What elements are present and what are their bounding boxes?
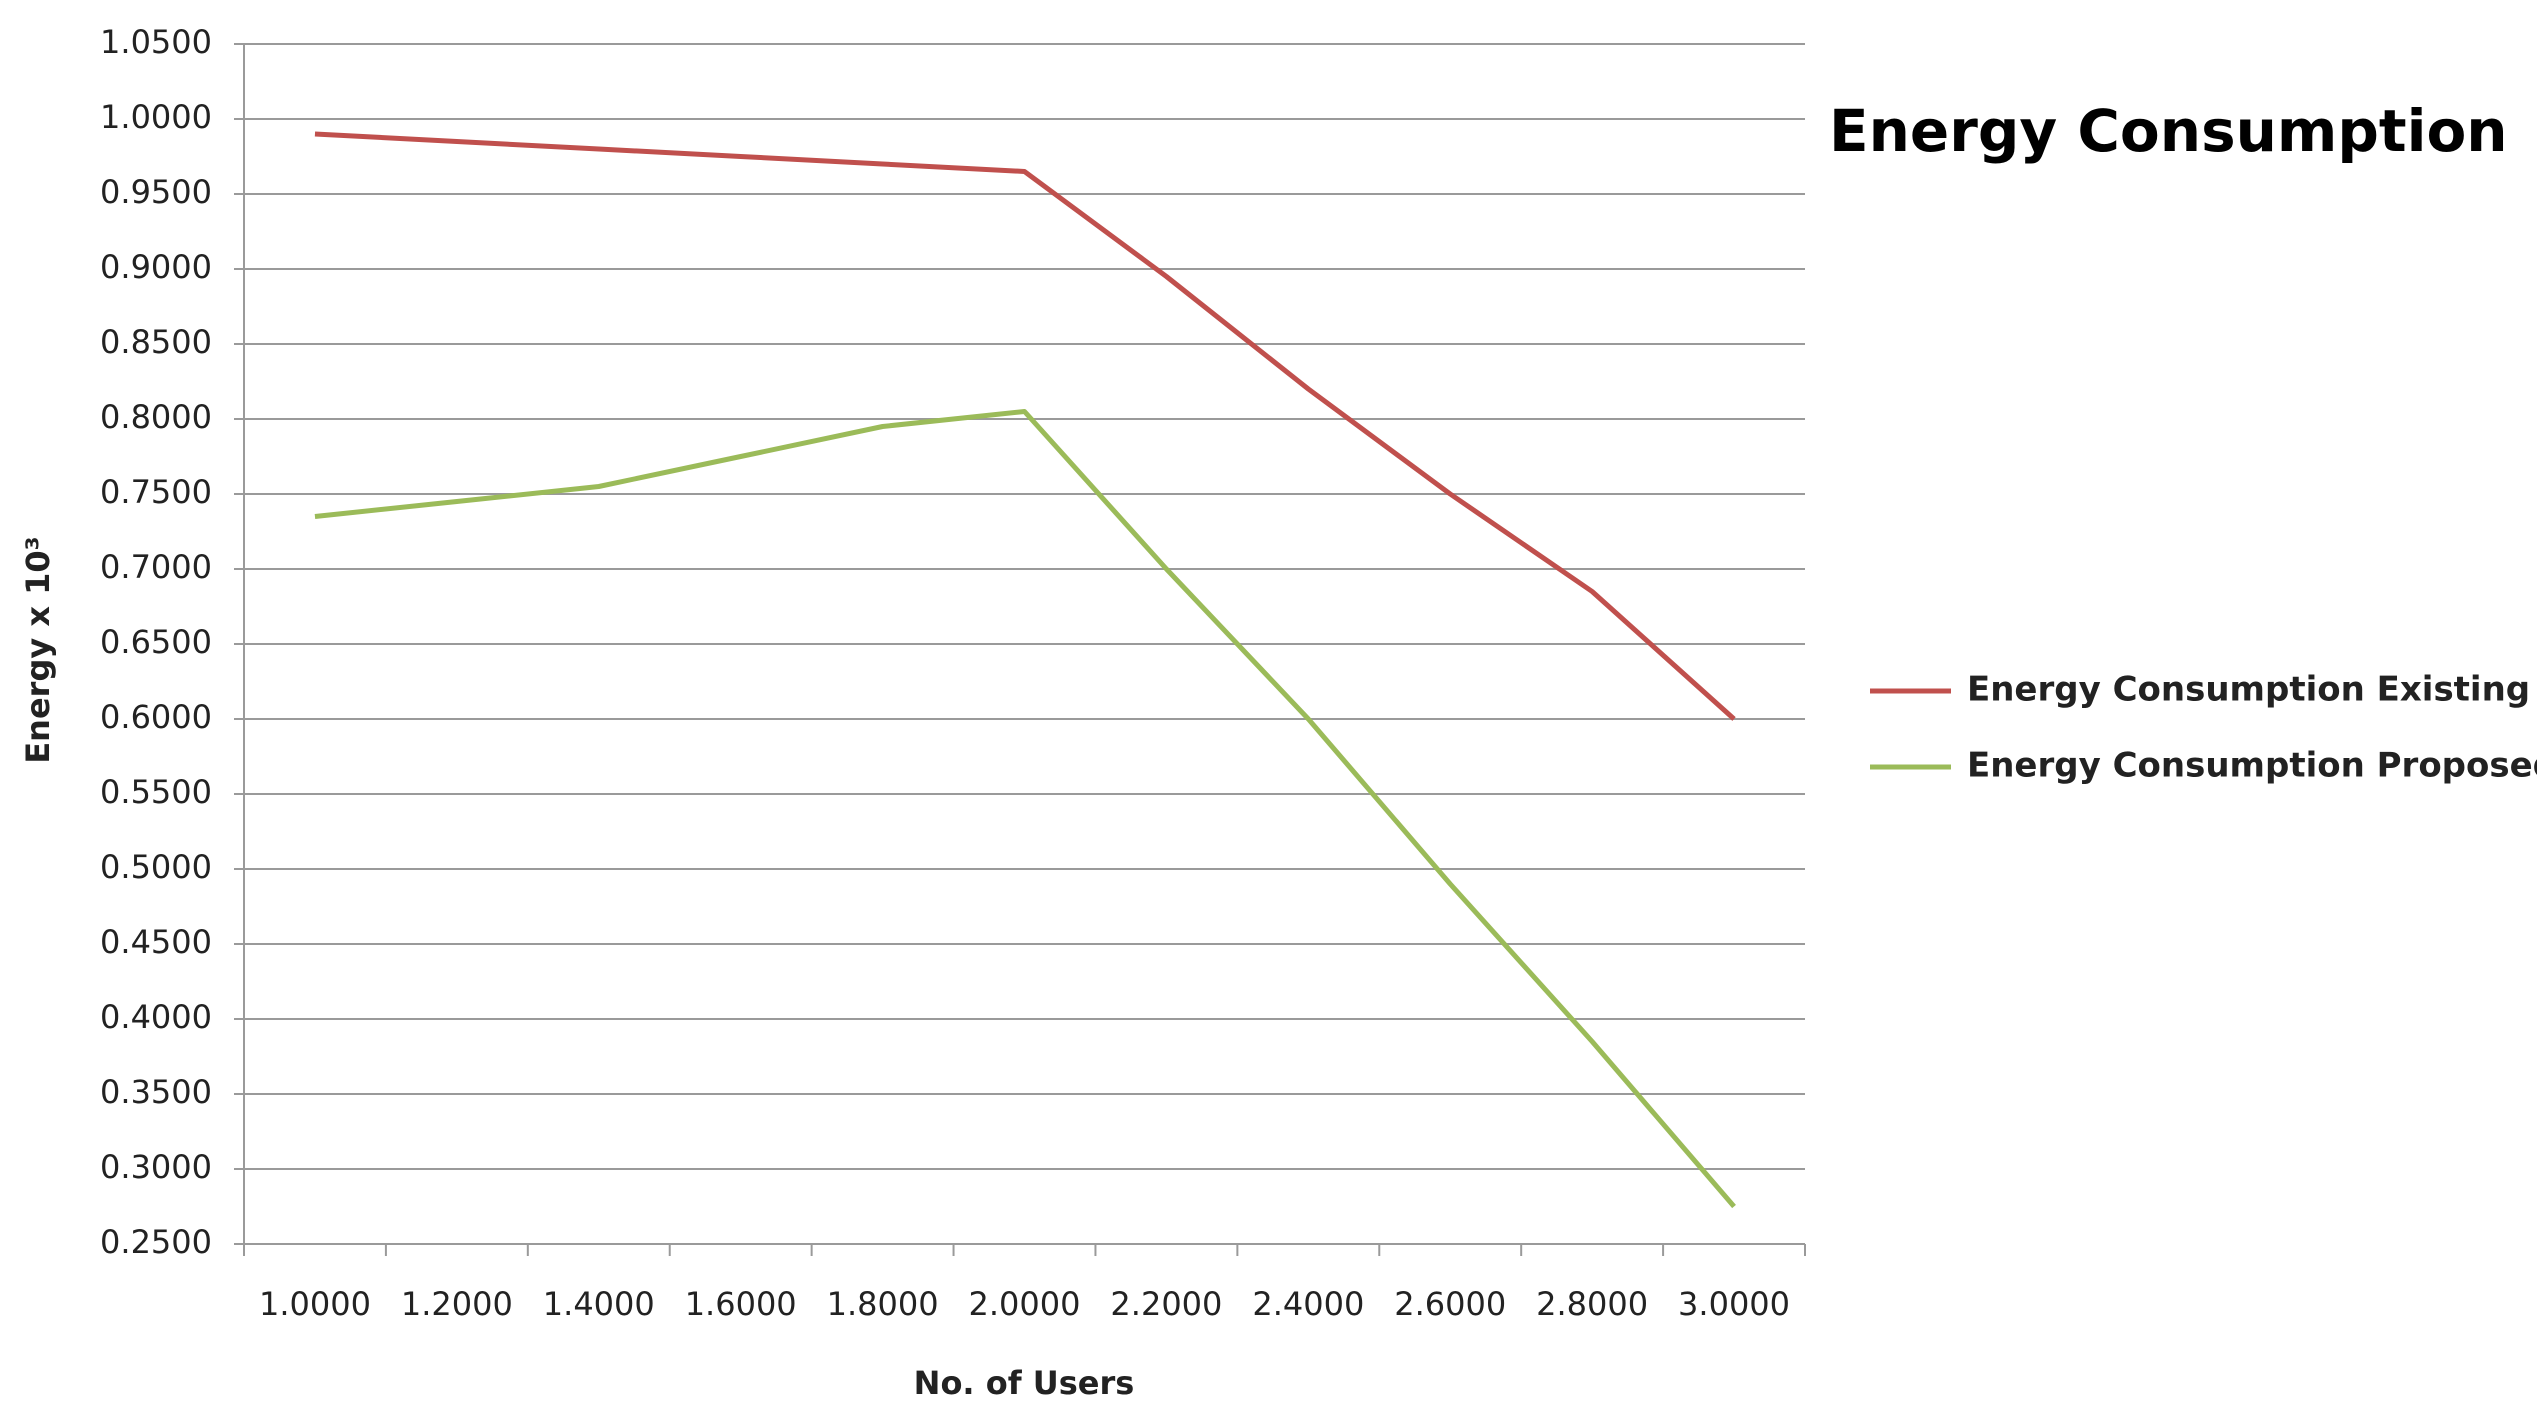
- x-axis-title: No. of Users: [914, 1364, 1135, 1402]
- y-tick-label: 0.7500: [100, 473, 212, 511]
- x-tick-label: 2.0000: [969, 1285, 1081, 1323]
- y-tick-label: 0.6500: [100, 623, 212, 661]
- x-tick-label: 2.8000: [1536, 1285, 1648, 1323]
- y-tick-label: 0.5500: [100, 773, 212, 811]
- x-tick-label: 1.6000: [685, 1285, 797, 1323]
- y-tick-label: 0.9500: [100, 173, 212, 211]
- legend-label: Energy Consumption Proposed: [1967, 746, 2537, 786]
- data-line: [314, 409, 1736, 1209]
- y-tick-label: 0.7000: [100, 548, 212, 586]
- y-tick-label: 0.5000: [100, 848, 212, 886]
- y-tick-label: 0.3500: [100, 1073, 212, 1111]
- y-tick-label: 0.8000: [100, 398, 212, 436]
- y-tick-label: 1.0000: [100, 98, 212, 136]
- y-tick-label: 0.3000: [100, 1148, 212, 1186]
- y-tick-label: 0.8500: [100, 323, 212, 361]
- x-tick-label: 1.0000: [259, 1285, 371, 1323]
- x-tick-label: 3.0000: [1678, 1285, 1790, 1323]
- x-tick-label: 1.2000: [401, 1285, 513, 1323]
- y-axis-title: Energy x 10³: [19, 536, 57, 763]
- y-tick-label: 0.2500: [100, 1223, 212, 1261]
- x-tick-label: 1.8000: [827, 1285, 939, 1323]
- legend-label: Energy Consumption Existing: [1967, 670, 2530, 710]
- data-line: [314, 131, 1736, 721]
- x-tick-label: 2.4000: [1252, 1285, 1364, 1323]
- y-tick-label: 1.0500: [100, 23, 212, 61]
- x-tick-label: 1.4000: [543, 1285, 655, 1323]
- y-tick-label: 0.4500: [100, 923, 212, 961]
- y-tick-label: 0.6000: [100, 698, 212, 736]
- y-tick-label: 0.9000: [100, 248, 212, 286]
- x-tick-label: 2.2000: [1110, 1285, 1222, 1323]
- y-tick-label: 0.4000: [100, 998, 212, 1036]
- x-tick-label: 2.6000: [1394, 1285, 1506, 1323]
- chart-title: Energy Consumption: [1829, 97, 2508, 165]
